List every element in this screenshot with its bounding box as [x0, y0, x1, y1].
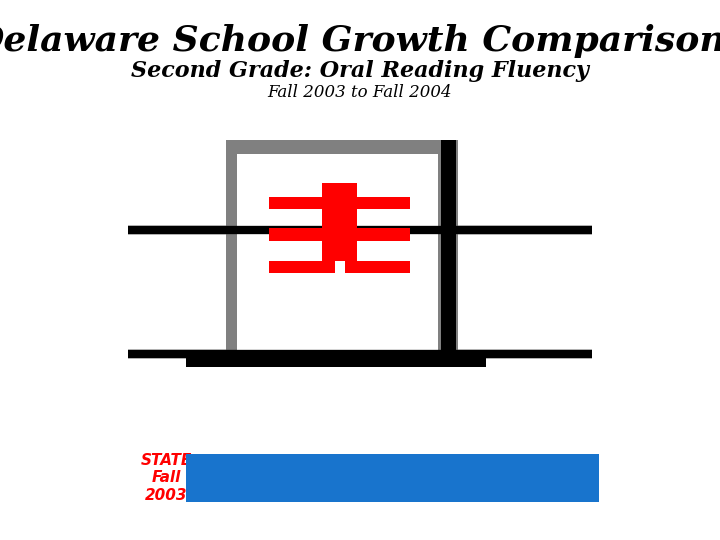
- Bar: [186, 454, 599, 502]
- Bar: [269, 230, 335, 241]
- Text: Fall 2004: Fall 2004: [325, 466, 460, 490]
- Bar: [269, 228, 335, 240]
- Bar: [441, 140, 456, 367]
- Bar: [236, 154, 438, 354]
- Text: STATE
Fall
2003: STATE Fall 2003: [140, 453, 192, 503]
- Bar: [345, 197, 410, 209]
- Text: Second Grade: Oral Reading Fluency: Second Grade: Oral Reading Fluency: [131, 60, 589, 82]
- Bar: [186, 354, 486, 367]
- Bar: [345, 228, 410, 240]
- Bar: [269, 197, 335, 209]
- Bar: [269, 261, 335, 273]
- Bar: [323, 183, 358, 228]
- Text: Delaware School Growth Comparisons: Delaware School Growth Comparisons: [0, 24, 720, 57]
- Text: Fall 2003 to Fall 2004: Fall 2003 to Fall 2004: [268, 84, 452, 102]
- Bar: [345, 230, 410, 241]
- Bar: [345, 261, 410, 273]
- Bar: [323, 215, 358, 261]
- Bar: [226, 140, 459, 367]
